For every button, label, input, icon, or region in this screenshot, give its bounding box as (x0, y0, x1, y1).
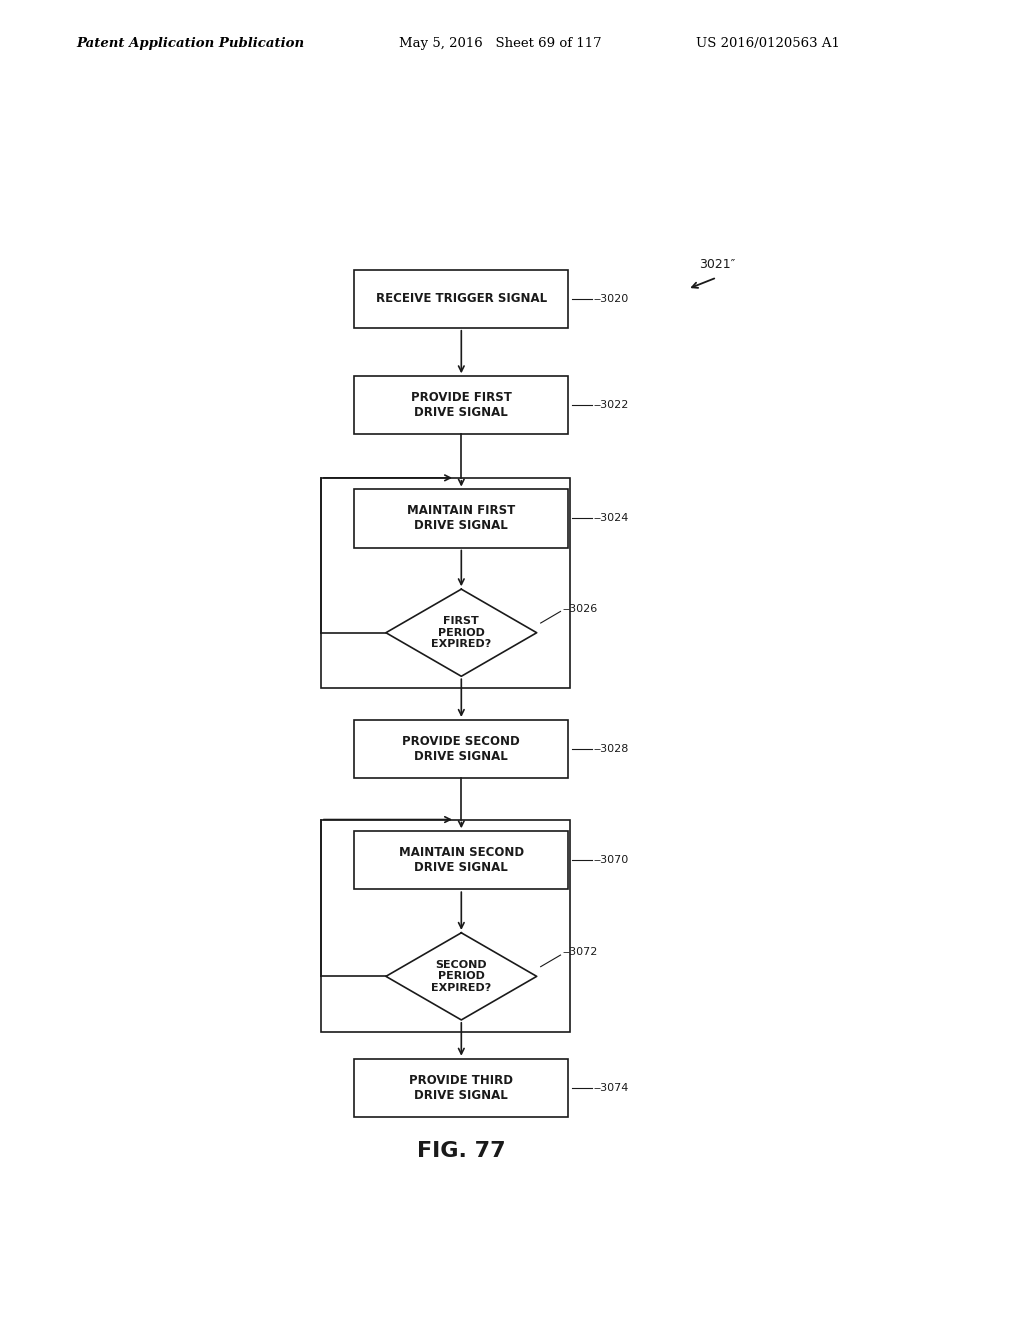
Text: ‒3070: ‒3070 (594, 855, 629, 865)
Text: SECOND
PERIOD
EXPIRED?: SECOND PERIOD EXPIRED? (431, 960, 492, 993)
Bar (321, 820, 570, 1031)
Text: PROVIDE THIRD
DRIVE SIGNAL: PROVIDE THIRD DRIVE SIGNAL (410, 1073, 513, 1102)
Text: May 5, 2016   Sheet 69 of 117: May 5, 2016 Sheet 69 of 117 (399, 37, 602, 50)
Bar (354, 376, 568, 434)
Bar (354, 1059, 568, 1117)
Text: ‒3028: ‒3028 (594, 744, 629, 754)
Text: MAINTAIN SECOND
DRIVE SIGNAL: MAINTAIN SECOND DRIVE SIGNAL (398, 846, 524, 874)
Text: ‒3026: ‒3026 (562, 603, 597, 614)
Text: PROVIDE SECOND
DRIVE SIGNAL: PROVIDE SECOND DRIVE SIGNAL (402, 735, 520, 763)
Text: 3021″: 3021″ (699, 259, 735, 272)
Polygon shape (386, 933, 537, 1020)
Text: FIRST
PERIOD
EXPIRED?: FIRST PERIOD EXPIRED? (431, 616, 492, 649)
Bar (354, 719, 568, 777)
Text: ‒3024: ‒3024 (594, 513, 629, 524)
Text: Patent Application Publication: Patent Application Publication (77, 37, 305, 50)
Text: ‒3022: ‒3022 (594, 400, 629, 411)
Bar (354, 269, 568, 327)
Polygon shape (386, 589, 537, 676)
Bar (321, 478, 570, 688)
Bar (354, 490, 568, 548)
Text: ‒3074: ‒3074 (594, 1082, 629, 1093)
Text: ‒3020: ‒3020 (594, 294, 629, 304)
Text: US 2016/0120563 A1: US 2016/0120563 A1 (696, 37, 841, 50)
Text: RECEIVE TRIGGER SIGNAL: RECEIVE TRIGGER SIGNAL (376, 292, 547, 305)
Text: FIG. 77: FIG. 77 (417, 1140, 506, 1160)
Text: PROVIDE FIRST
DRIVE SIGNAL: PROVIDE FIRST DRIVE SIGNAL (411, 391, 512, 420)
Text: ‒3072: ‒3072 (562, 948, 597, 957)
Text: MAINTAIN FIRST
DRIVE SIGNAL: MAINTAIN FIRST DRIVE SIGNAL (408, 504, 515, 532)
Bar (354, 832, 568, 890)
